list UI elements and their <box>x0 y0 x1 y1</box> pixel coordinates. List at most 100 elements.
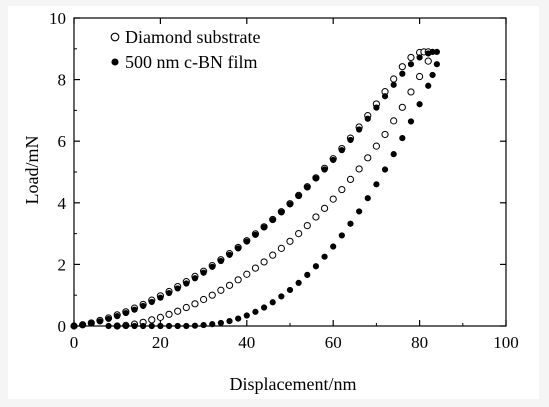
data-point <box>217 286 225 294</box>
data-point <box>165 289 173 297</box>
data-point <box>140 302 147 310</box>
data-point <box>338 232 345 239</box>
y-tick-label: 8 <box>58 71 67 90</box>
data-point <box>209 263 216 270</box>
data-point <box>269 216 276 224</box>
y-tick-label: 10 <box>49 9 66 28</box>
data-point <box>278 293 285 300</box>
data-point <box>373 104 380 111</box>
data-point <box>407 88 415 96</box>
data-point <box>399 135 406 142</box>
x-tick-label: 40 <box>238 333 255 352</box>
x-tick-label: 100 <box>493 333 519 352</box>
data-point <box>433 48 440 55</box>
data-point <box>407 118 415 125</box>
data-point <box>148 298 155 306</box>
data-point <box>390 151 397 158</box>
data-point <box>243 238 250 245</box>
chart-frame: 0 20 40 60 80 100 0 2 4 6 8 10 Displacement/nm Loa… <box>8 6 539 399</box>
legend-marker <box>110 32 120 42</box>
data-point <box>191 275 199 282</box>
data-point <box>286 237 294 245</box>
data-point <box>416 54 423 61</box>
data-point <box>295 230 303 238</box>
data-point <box>191 300 199 308</box>
data-point <box>304 184 311 191</box>
x-tick-label: 80 <box>411 333 428 352</box>
data-point <box>329 195 337 203</box>
data-point <box>346 175 355 183</box>
data-point <box>390 81 397 88</box>
data-point <box>425 82 432 89</box>
data-point <box>355 165 363 173</box>
y-tick-label: 0 <box>58 317 67 336</box>
data-point <box>217 257 224 265</box>
data-point <box>364 115 371 122</box>
data-point <box>243 270 251 278</box>
data-point <box>243 312 250 319</box>
data-point <box>200 295 208 304</box>
data-point <box>347 220 354 227</box>
data-point <box>381 130 389 139</box>
data-point <box>347 136 354 144</box>
data-point <box>122 309 129 317</box>
data-point <box>416 101 423 108</box>
data-point <box>407 61 415 68</box>
data-point <box>356 208 363 215</box>
data-point <box>269 251 277 259</box>
legend-marker <box>111 58 119 66</box>
data-point <box>312 213 320 221</box>
data-point <box>312 175 320 182</box>
data-point <box>156 313 164 321</box>
data-point <box>338 147 345 154</box>
data-point <box>131 322 138 330</box>
data-point <box>260 304 268 311</box>
data-point <box>381 166 389 173</box>
data-point <box>131 306 138 313</box>
data-point <box>364 195 371 202</box>
data-point <box>429 71 436 79</box>
data-point <box>157 294 164 301</box>
legend-label: 500 nm c-BN film <box>125 52 258 72</box>
data-point <box>105 315 112 323</box>
x-axis-ticks: 0 20 40 60 80 100 <box>70 18 519 352</box>
data-point <box>304 271 311 278</box>
data-point <box>174 307 182 315</box>
data-point <box>372 142 380 150</box>
data-point <box>88 320 95 327</box>
data-point <box>260 224 268 231</box>
data-point <box>234 276 242 284</box>
data-point <box>312 263 320 270</box>
data-point <box>165 310 173 318</box>
data-point <box>226 251 233 258</box>
data-point <box>183 280 190 287</box>
data-point <box>321 253 328 260</box>
data-point <box>330 156 337 164</box>
data-point <box>260 258 268 266</box>
data-point <box>399 70 406 77</box>
data-point <box>96 318 104 325</box>
data-point <box>148 322 155 330</box>
data-point <box>226 317 233 325</box>
data-point <box>321 166 328 173</box>
data-point <box>295 279 302 286</box>
y-axis-label: Load/mN <box>22 136 42 205</box>
data-point <box>295 192 302 200</box>
data-point <box>182 303 190 312</box>
data-point <box>209 321 216 328</box>
data-point <box>433 61 440 68</box>
data-point <box>79 321 86 329</box>
y-tick-label: 2 <box>58 255 67 274</box>
data-point <box>183 322 190 330</box>
data-point <box>390 117 398 125</box>
plot-area <box>70 17 507 330</box>
x-tick-label: 60 <box>325 333 342 352</box>
data-point <box>278 209 285 216</box>
data-point <box>373 181 380 188</box>
y-tick-label: 6 <box>58 132 67 151</box>
data-point <box>105 322 112 330</box>
x-axis-label: Displacement/nm <box>230 374 357 394</box>
data-point <box>356 126 363 133</box>
data-point <box>122 322 129 330</box>
data-point <box>330 243 337 250</box>
